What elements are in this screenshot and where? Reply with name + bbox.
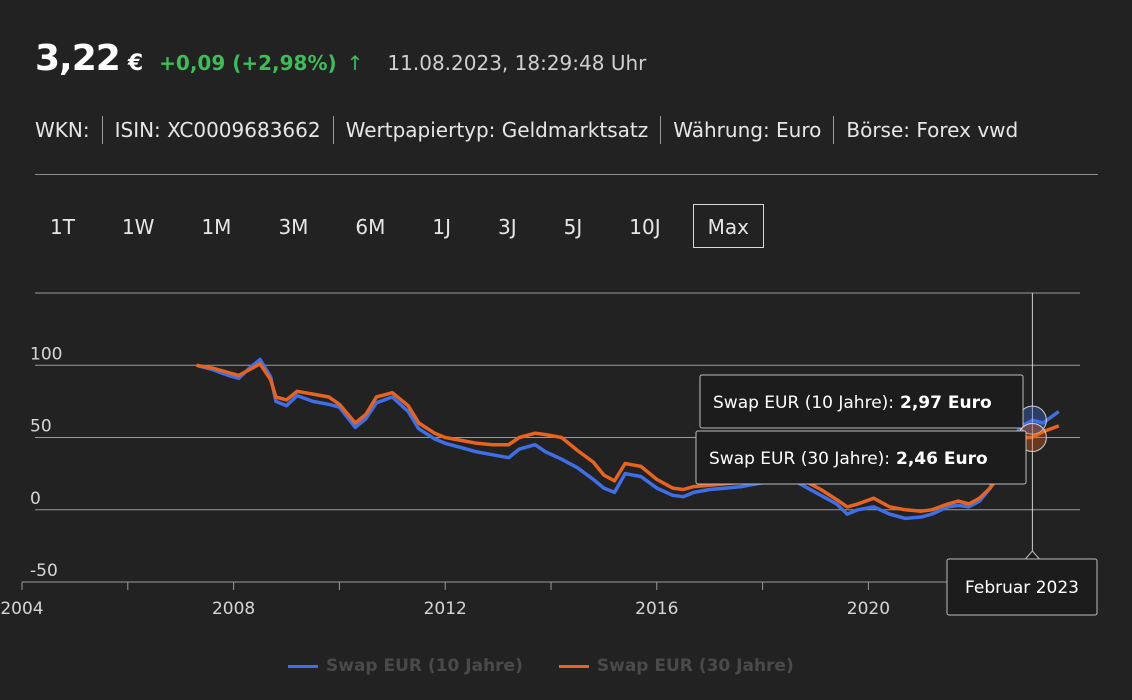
tooltip-box-30y [695, 430, 1027, 485]
line-chart[interactable]: -50 0 50 100 2004 2008 2012 2016 2020 Swap EUR (… [0, 0, 1132, 640]
tooltip-row-30y: Swap EUR (30 Jahre): 2,46 Euro [695, 430, 1027, 485]
range-tab-max[interactable]: Max [692, 204, 764, 248]
range-tabs: 1T 1W 1M 3M 6M 1J 3J 5J 10J Max [35, 204, 781, 248]
range-tab-3m[interactable]: 3M [278, 215, 309, 239]
range-tab-1m[interactable]: 1M [201, 215, 232, 239]
instrument-meta: WKN: ISIN: XC0009683662 Wertpapiertyp: G… [35, 116, 1030, 144]
tooltip-row-10y: Swap EUR (10 Jahre): 2,97 Euro [699, 374, 1024, 429]
x-tick-label: 2012 [424, 599, 467, 619]
y-tick-label: -50 [30, 561, 58, 581]
chart-legend: Swap EUR (10 Jahre) Swap EUR (30 Jahre) [288, 656, 830, 676]
range-tab-1w[interactable]: 1W [121, 215, 155, 239]
arrow-up-icon: ↑ [346, 51, 364, 75]
legend-label-30y: Swap EUR (30 Jahre) [596, 656, 794, 676]
quote-header: 3,22 € +0,09 (+2,98%) ↑ 11.08.2023, 18:2… [35, 38, 646, 79]
legend-label-10y: Swap EUR (10 Jahre) [326, 656, 523, 676]
crosshair-pointer [1024, 550, 1041, 560]
legend-swatch-10y [288, 664, 318, 668]
quote-timestamp: 11.08.2023, 18:29:48 Uhr [387, 51, 647, 75]
legend-item-10y[interactable]: Swap EUR (10 Jahre) [288, 656, 523, 676]
x-tick-label: 2004 [0, 599, 43, 619]
currency-symbol: € [127, 51, 144, 76]
chart-axes: -50 0 50 100 2004 2008 2012 2016 2020 [0, 344, 1080, 619]
range-tab-1t[interactable]: 1T [50, 215, 75, 239]
meta-type: Wertpapiertyp: Geldmarktsatz [332, 116, 661, 144]
range-tab-10j[interactable]: 10J [629, 215, 661, 239]
tooltip-label-30y: Swap EUR (30 Jahre): [709, 449, 890, 469]
meta-exchange: Börse: Forex vwd [833, 116, 1030, 144]
range-tab-5j[interactable]: 5J [563, 215, 583, 239]
y-tick-label: 100 [30, 344, 62, 364]
x-tick-label: 2016 [635, 599, 678, 619]
legend-item-30y[interactable]: Swap EUR (30 Jahre) [558, 656, 794, 676]
chart-series [196, 357, 1060, 521]
tooltip-label-10y: Swap EUR (10 Jahre): [713, 393, 894, 413]
tooltip-value-10y: 2,97 Euro [900, 393, 992, 413]
meta-isin: ISIN: XC0009683662 [101, 116, 333, 144]
tooltip-text-30y: Swap EUR (30 Jahre): 2,46 Euro [709, 449, 988, 469]
range-tab-6m[interactable]: 6M [355, 215, 386, 239]
y-tick-label: 50 [30, 417, 52, 437]
chart-tooltip: Swap EUR (10 Jahre): 2,97 Euro Swap EUR (… [695, 374, 1098, 616]
tooltip-date-label: Februar 2023 [965, 578, 1079, 598]
price-change: +0,09 (+2,98%) [159, 51, 337, 75]
range-tab-1j[interactable]: 1J [432, 215, 452, 239]
header-divider [35, 174, 1098, 175]
tooltip-value-30y: 2,46 Euro [896, 449, 988, 469]
tooltip-box-10y [699, 374, 1024, 429]
x-tick-label: 2008 [212, 599, 255, 619]
meta-wkn: WKN: [35, 118, 90, 142]
meta-currency: Währung: Euro [660, 116, 833, 144]
range-tab-3j[interactable]: 3J [498, 215, 517, 239]
tooltip-date-box [946, 558, 1098, 616]
tooltip-text-10y: Swap EUR (10 Jahre): 2,97 Euro [713, 393, 992, 413]
series-line-30y [196, 362, 1060, 513]
legend-swatch-30y [558, 664, 589, 668]
y-tick-label: 0 [30, 489, 41, 509]
price-value: 3,22 [35, 38, 121, 79]
series-line-10y [196, 357, 1060, 521]
x-tick-label: 2020 [847, 599, 890, 619]
tooltip-date: Februar 2023 [946, 558, 1098, 616]
